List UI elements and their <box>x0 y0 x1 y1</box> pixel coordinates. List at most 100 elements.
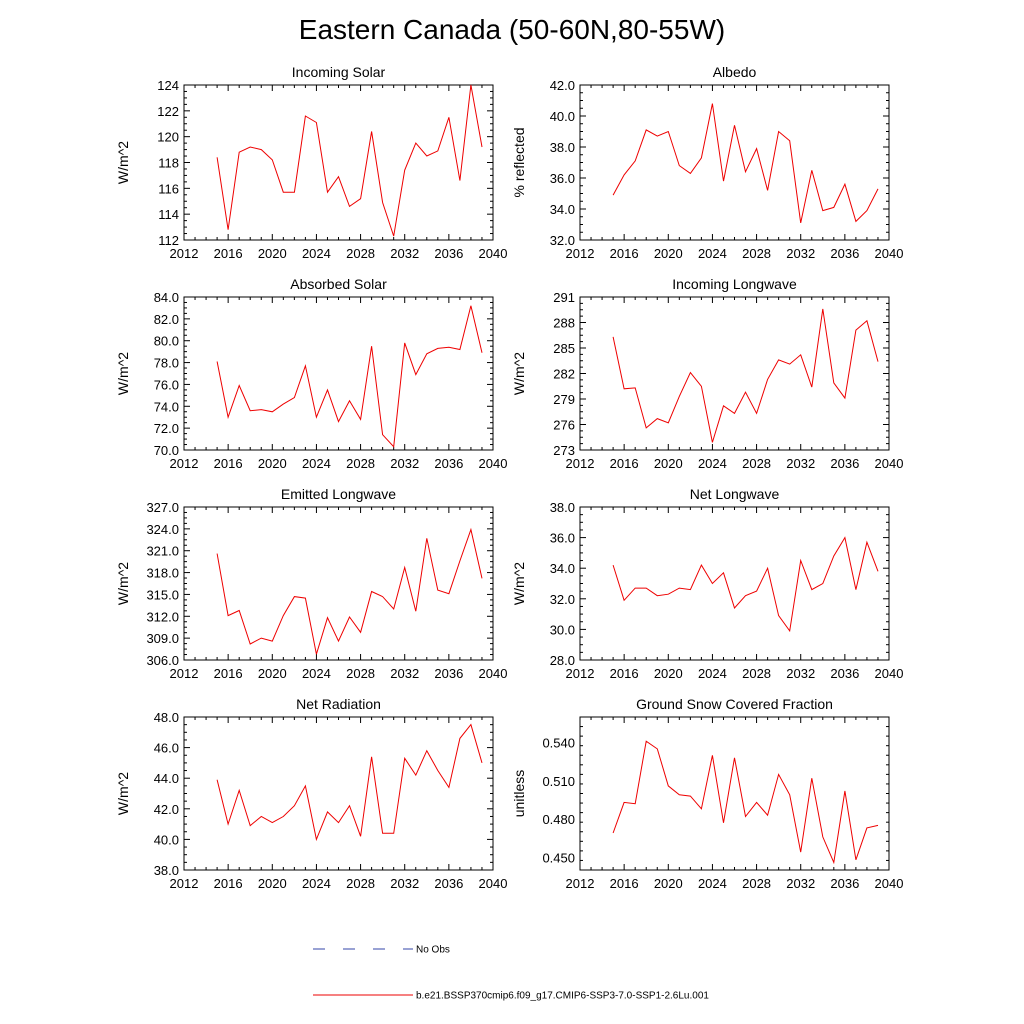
panel-5: Emitted Longwave W/m^2 2012 2016 2020 2024 202… <box>115 486 507 681</box>
series-line <box>612 536 879 633</box>
y-tick-label: 279 <box>553 392 575 407</box>
x-tick-label: 2032 <box>390 666 419 681</box>
panel-7: Net Radiation W/m^2 2012 2016 2020 2024 2028 20… <box>115 696 507 891</box>
legend-label: b.e21.BSSP370cmip6.f09_g17.CMIP6-SSP3-7.… <box>416 991 709 1002</box>
y-axis-label: W/m^2 <box>115 352 131 395</box>
x-tick-label: 2016 <box>610 456 639 471</box>
series-line <box>216 84 483 237</box>
y-tick-label: 306.0 <box>146 653 179 668</box>
x-tick-label: 2040 <box>875 246 904 261</box>
plot-frame <box>579 716 890 871</box>
x-tick-label: 2024 <box>302 246 331 261</box>
y-tick-label: 82.0 <box>154 312 179 327</box>
y-tick-label: 34.0 <box>550 561 575 576</box>
plot-frame <box>183 716 494 871</box>
panel-title: Ground Snow Covered Fraction <box>636 696 833 712</box>
x-tick-label: 2028 <box>742 876 771 891</box>
y-tick-label: 30.0 <box>550 622 575 637</box>
x-tick-label: 2028 <box>346 456 375 471</box>
y-tick-label: 42.0 <box>550 78 575 93</box>
y-tick-label: 42.0 <box>154 802 179 817</box>
y-tick-label: 72.0 <box>154 421 179 436</box>
y-tick-label: 312.0 <box>146 609 179 624</box>
y-tick-label: 318.0 <box>146 566 179 581</box>
panel-4: Incoming Longwave W/m^2 2012 2016 2020 2024 20… <box>511 276 903 471</box>
x-tick-label: 2028 <box>346 876 375 891</box>
x-tick-label: 2036 <box>434 246 463 261</box>
x-tick-label: 2040 <box>479 876 508 891</box>
x-tick-label: 2012 <box>566 666 595 681</box>
y-tick-label: 38.0 <box>550 500 575 515</box>
x-tick-label: 2040 <box>479 456 508 471</box>
y-tick-label: 80.0 <box>154 334 179 349</box>
x-tick-label: 2028 <box>742 666 771 681</box>
x-tick-label: 2024 <box>698 456 727 471</box>
y-tick-label: 32.0 <box>550 233 575 248</box>
panel-title: Emitted Longwave <box>281 486 396 502</box>
x-tick-label: 2020 <box>258 456 287 471</box>
x-tick-label: 2032 <box>786 246 815 261</box>
y-tick-label: 0.510 <box>542 774 575 789</box>
y-tick-label: 285 <box>553 341 575 356</box>
series-line <box>612 308 879 443</box>
panel-title: Albedo <box>713 64 757 80</box>
panel-8: Ground Snow Covered Fraction unitless 2012… <box>511 696 903 891</box>
plot-frame <box>579 506 890 661</box>
y-axis-label: unitless <box>511 770 527 817</box>
plot-frame <box>579 296 890 451</box>
x-tick-label: 2032 <box>390 456 419 471</box>
x-tick-label: 2036 <box>830 246 859 261</box>
y-axis-label: % reflected <box>511 127 527 197</box>
x-tick-label: 2024 <box>302 876 331 891</box>
x-tick-label: 2012 <box>566 876 595 891</box>
x-tick-label: 2032 <box>786 876 815 891</box>
y-tick-label: 120 <box>157 130 179 145</box>
y-tick-label: 321.0 <box>146 544 179 559</box>
plot-frame <box>579 84 890 241</box>
x-tick-label: 2024 <box>698 246 727 261</box>
series-line <box>216 723 483 842</box>
x-tick-label: 2012 <box>170 246 199 261</box>
y-tick-label: 0.480 <box>542 812 575 827</box>
x-tick-label: 2016 <box>610 246 639 261</box>
x-tick-label: 2012 <box>170 876 199 891</box>
y-tick-label: 118 <box>158 156 179 171</box>
y-tick-label: 78.0 <box>154 356 179 371</box>
x-tick-label: 2016 <box>610 876 639 891</box>
x-tick-label: 2016 <box>214 246 243 261</box>
x-tick-label: 2032 <box>786 666 815 681</box>
y-tick-label: 114 <box>158 207 179 222</box>
y-axis-label: W/m^2 <box>115 141 131 184</box>
series-line <box>216 305 483 448</box>
x-tick-label: 2012 <box>566 246 595 261</box>
x-tick-label: 2040 <box>479 666 508 681</box>
x-tick-label: 2028 <box>346 246 375 261</box>
y-tick-label: 70.0 <box>154 443 179 458</box>
x-tick-label: 2016 <box>214 876 243 891</box>
x-tick-label: 2028 <box>346 666 375 681</box>
y-tick-label: 36.0 <box>550 531 575 546</box>
x-tick-label: 2036 <box>434 666 463 681</box>
x-tick-label: 2036 <box>830 666 859 681</box>
y-axis-label: W/m^2 <box>511 352 527 395</box>
y-tick-label: 36.0 <box>550 171 575 186</box>
y-tick-label: 34.0 <box>550 202 575 217</box>
x-tick-label: 2016 <box>214 666 243 681</box>
panel-title: Net Longwave <box>690 486 780 502</box>
x-tick-label: 2016 <box>610 666 639 681</box>
x-tick-label: 2020 <box>258 666 287 681</box>
y-tick-label: 0.540 <box>542 736 575 751</box>
panel-1: Incoming Solar W/m^2 2012 2016 2020 2024 2028 2… <box>115 64 507 261</box>
x-tick-label: 2012 <box>170 456 199 471</box>
plot-frame <box>183 506 494 661</box>
y-tick-label: 124 <box>157 78 179 93</box>
x-tick-label: 2020 <box>654 876 683 891</box>
y-tick-label: 46.0 <box>154 741 179 756</box>
panel-6: Net Longwave W/m^2 2012 2016 2020 2024 2028 203… <box>511 486 903 681</box>
y-tick-label: 324.0 <box>146 522 179 537</box>
y-tick-label: 327.0 <box>146 500 179 515</box>
x-tick-label: 2020 <box>258 876 287 891</box>
panel-title: Absorbed Solar <box>290 276 387 292</box>
x-tick-label: 2024 <box>302 456 331 471</box>
